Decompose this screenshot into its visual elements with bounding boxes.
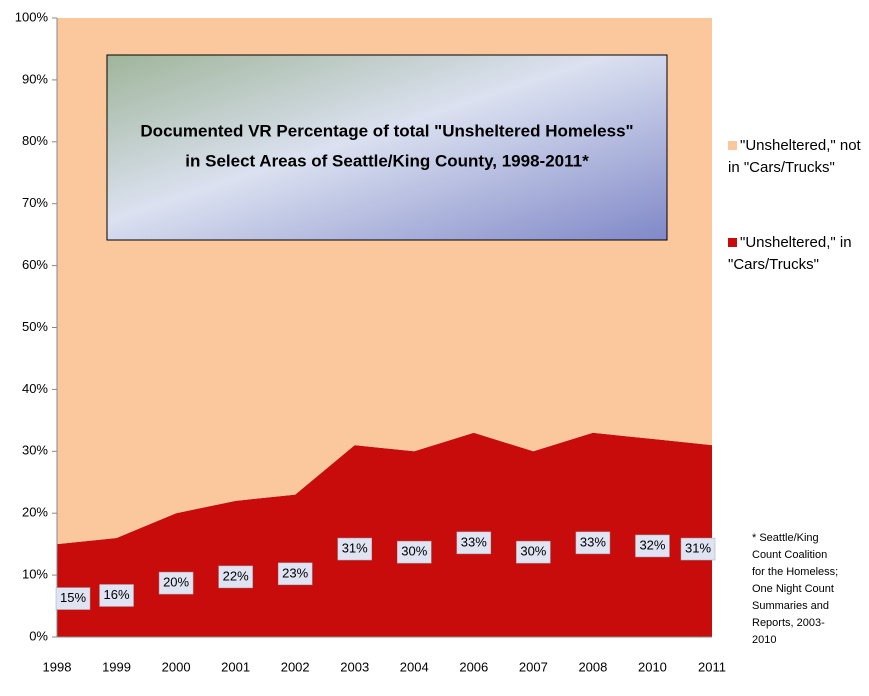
legend-swatch [728, 238, 737, 247]
y-tick-label: 0% [29, 628, 48, 643]
y-tick-label: 70% [22, 195, 48, 210]
data-label: 33% [580, 534, 606, 549]
data-label-box [277, 562, 313, 586]
data-label-box [397, 540, 432, 564]
y-tick-label: 80% [22, 133, 48, 148]
data-label: 32% [639, 537, 665, 552]
data-label: 33% [461, 534, 487, 549]
x-tick-label: 1999 [102, 659, 131, 674]
data-label-box [55, 587, 91, 610]
x-tick-label: 1998 [43, 659, 72, 674]
y-tick-label: 30% [22, 443, 48, 458]
data-label: 30% [520, 544, 546, 559]
y-tick-label: 10% [22, 567, 48, 582]
data-label: 15% [60, 590, 86, 605]
data-label-box [635, 534, 670, 558]
data-label: 30% [401, 544, 427, 559]
x-tick-label: 2001 [221, 659, 250, 674]
y-tick-label: 100% [15, 9, 49, 24]
y-tick-label: 20% [22, 505, 48, 520]
y-tick-label: 60% [22, 257, 48, 272]
x-tick-label: 2008 [578, 659, 607, 674]
x-tick-label: 2007 [519, 659, 548, 674]
x-tick-label: 2011 [698, 659, 726, 674]
legend-label: "Unsheltered," not in "Cars/Trucks" [728, 137, 861, 176]
data-label: 16% [104, 587, 130, 602]
x-tick-label: 2006 [459, 659, 488, 674]
legend-entry: "Unsheltered," in "Cars/Trucks" [728, 232, 866, 276]
data-label-box [99, 584, 134, 607]
title-box [106, 54, 668, 241]
x-tick-label: 2000 [162, 659, 191, 674]
x-tick-label: 2004 [400, 659, 429, 674]
x-tick-label: 2010 [638, 659, 667, 674]
chart-title: in Select Areas of Seattle/King County, … [185, 151, 589, 170]
data-label: 22% [223, 568, 249, 583]
y-tick-label: 90% [22, 71, 48, 86]
legend-entry: "Unsheltered," not in "Cars/Trucks" [728, 135, 866, 179]
x-tick-label: 2003 [340, 659, 369, 674]
y-tick-label: 50% [22, 319, 48, 334]
data-label-box [456, 531, 492, 555]
data-label-box [158, 571, 194, 595]
data-label-box [516, 540, 551, 564]
data-label: 31% [685, 540, 711, 555]
legend-label: "Unsheltered," in "Cars/Trucks" [728, 234, 852, 273]
x-tick-label: 2002 [281, 659, 310, 674]
data-label-box [680, 537, 716, 561]
legend-swatch [728, 141, 737, 150]
data-label-box [575, 531, 611, 555]
data-label-box [218, 565, 253, 589]
data-label: 31% [342, 540, 368, 555]
data-label: 23% [282, 565, 308, 580]
source-note: * Seattle/King Count Coalition for the H… [752, 532, 839, 646]
chart-title: Documented VR Percentage of total "Unshe… [140, 121, 633, 140]
data-label-box [337, 537, 372, 561]
y-tick-label: 40% [22, 381, 48, 396]
data-label: 20% [163, 575, 189, 590]
